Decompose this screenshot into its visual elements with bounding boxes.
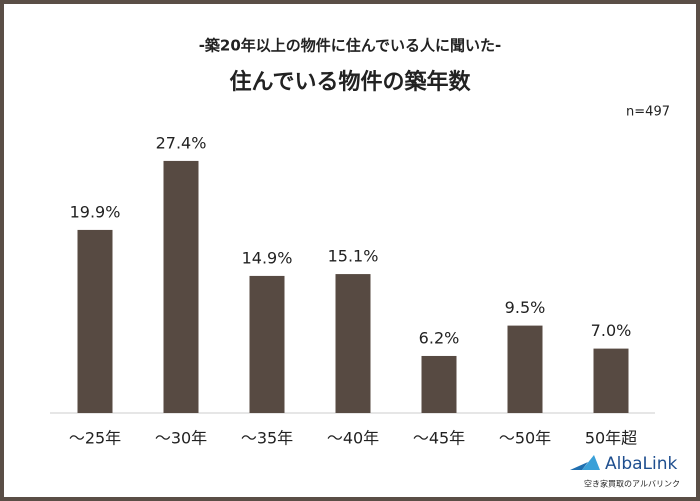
logo-tagline: 空き家買取のアルバリンク [584, 479, 680, 489]
sample-note: n=497 [626, 105, 670, 120]
x-tick-label: 50年超 [585, 429, 637, 448]
bar [335, 274, 371, 413]
x-tick-label: ～35年 [241, 429, 293, 448]
bar [249, 275, 285, 413]
chart-subtitle: -築20年以上の物件に住んでいる人に聞いた- [199, 37, 502, 55]
logo: AlbaLink 空き家買取のアルバリンク [570, 454, 680, 489]
value-label: 7.0% [591, 321, 632, 340]
x-tick-label: ～45年 [413, 429, 465, 448]
logo-name: AlbaLink [605, 454, 678, 474]
value-label: 9.5% [505, 298, 546, 317]
bar [507, 325, 543, 413]
logo-icon [582, 455, 600, 470]
value-label: 6.2% [419, 328, 460, 347]
x-tick-label: ～25年 [69, 429, 121, 448]
bar [421, 355, 457, 413]
value-label: 15.1% [328, 247, 379, 266]
x-tick-label: ～50年 [499, 429, 551, 448]
logo-icon [570, 462, 588, 470]
value-label: 27.4% [156, 133, 207, 152]
chart-title: 住んでいる物件の築年数 [230, 69, 472, 95]
value-label: 14.9% [242, 248, 293, 267]
bar [593, 348, 629, 413]
x-tick-label: ～30年 [155, 429, 207, 448]
bar [163, 160, 199, 413]
value-label: 19.9% [70, 202, 121, 221]
x-tick-label: ～40年 [327, 429, 379, 448]
bar [77, 229, 113, 413]
